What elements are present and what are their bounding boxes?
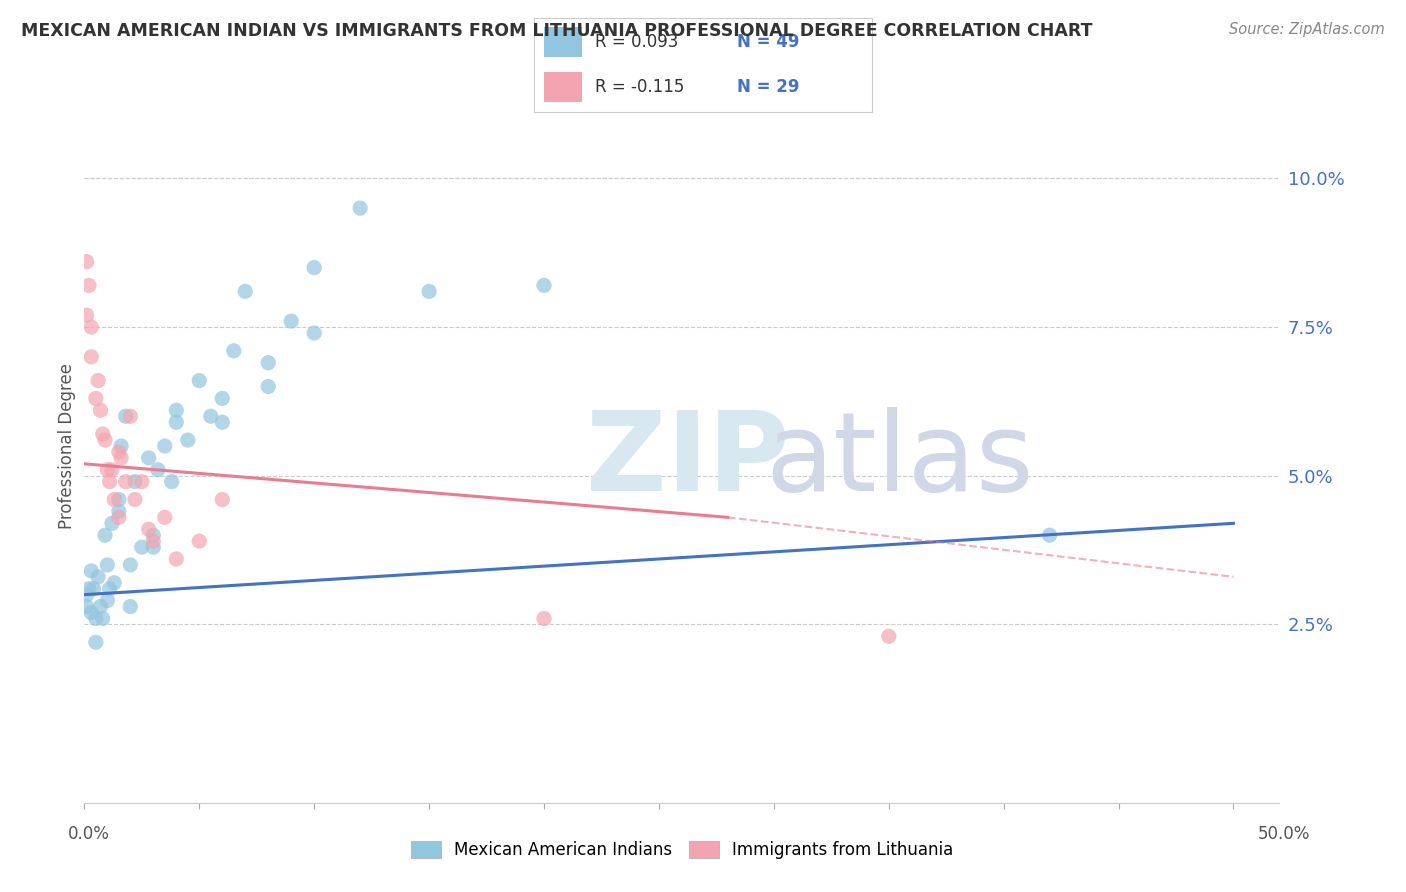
Point: [76, 599, 98, 614]
Point: [108, 510, 131, 524]
Point: [77, 278, 100, 293]
Point: [533, 278, 555, 293]
Point: [84, 635, 107, 649]
Point: [533, 611, 555, 625]
Point: [153, 510, 176, 524]
Legend: Mexican American Indians, Immigrants from Lithuania: Mexican American Indians, Immigrants fro…: [404, 834, 960, 866]
Point: [142, 528, 165, 542]
Point: [211, 492, 233, 507]
Point: [103, 575, 125, 590]
Point: [418, 285, 440, 299]
Point: [108, 492, 131, 507]
Point: [142, 540, 165, 554]
Point: [349, 201, 371, 215]
Point: [211, 415, 233, 429]
Point: [124, 492, 146, 507]
Bar: [544, 72, 582, 103]
Text: R = 0.093: R = 0.093: [595, 33, 678, 51]
Point: [108, 445, 131, 459]
Point: [131, 540, 153, 554]
Text: MEXICAN AMERICAN INDIAN VS IMMIGRANTS FROM LITHUANIA PROFESSIONAL DEGREE CORRELA: MEXICAN AMERICAN INDIAN VS IMMIGRANTS FR…: [21, 22, 1092, 40]
Text: atlas: atlas: [765, 407, 1033, 514]
Point: [302, 326, 325, 340]
Point: [84, 611, 107, 625]
Text: N = 49: N = 49: [737, 33, 799, 51]
Point: [110, 450, 132, 465]
Point: [76, 254, 98, 268]
Point: [83, 582, 105, 596]
Point: [165, 403, 187, 417]
Point: [103, 492, 125, 507]
Point: [257, 356, 280, 370]
Point: [165, 415, 187, 429]
Point: [114, 475, 136, 489]
Point: [877, 629, 900, 643]
Point: [1039, 528, 1062, 542]
Point: [80, 564, 103, 578]
Point: [96, 463, 118, 477]
Point: [96, 558, 118, 572]
Point: [87, 570, 110, 584]
Point: [160, 475, 183, 489]
Point: [80, 606, 103, 620]
Bar: [544, 28, 582, 57]
Point: [233, 285, 256, 299]
Point: [80, 350, 103, 364]
Point: [153, 439, 176, 453]
Point: [222, 343, 245, 358]
Point: [120, 558, 142, 572]
Text: Source: ZipAtlas.com: Source: ZipAtlas.com: [1229, 22, 1385, 37]
Point: [76, 308, 98, 322]
Point: [80, 320, 103, 334]
Point: [165, 552, 187, 566]
Point: [120, 409, 142, 424]
Point: [76, 588, 98, 602]
Point: [280, 314, 302, 328]
Point: [89, 599, 111, 614]
Point: [124, 475, 146, 489]
Point: [96, 593, 118, 607]
Point: [142, 534, 165, 549]
Point: [89, 403, 111, 417]
Point: [91, 611, 114, 625]
Text: 50.0%: 50.0%: [1257, 825, 1310, 843]
Point: [131, 475, 153, 489]
Point: [98, 475, 121, 489]
Point: [110, 439, 132, 453]
Point: [211, 392, 233, 406]
Point: [94, 433, 117, 447]
Text: 0.0%: 0.0%: [67, 825, 110, 843]
Point: [98, 582, 121, 596]
Point: [114, 409, 136, 424]
Point: [138, 450, 160, 465]
Point: [146, 463, 169, 477]
Text: ZIP: ZIP: [586, 407, 790, 514]
Point: [120, 599, 142, 614]
Point: [101, 463, 124, 477]
Point: [77, 582, 100, 596]
Point: [188, 534, 211, 549]
Text: N = 29: N = 29: [737, 78, 799, 96]
Point: [84, 392, 107, 406]
Point: [188, 374, 211, 388]
Point: [94, 528, 117, 542]
Point: [108, 504, 131, 518]
Text: R = -0.115: R = -0.115: [595, 78, 685, 96]
Point: [177, 433, 200, 447]
Point: [138, 522, 160, 536]
Point: [91, 427, 114, 442]
Point: [87, 374, 110, 388]
Point: [101, 516, 124, 531]
Point: [257, 379, 280, 393]
Y-axis label: Professional Degree: Professional Degree: [58, 363, 76, 529]
Point: [200, 409, 222, 424]
Point: [302, 260, 325, 275]
